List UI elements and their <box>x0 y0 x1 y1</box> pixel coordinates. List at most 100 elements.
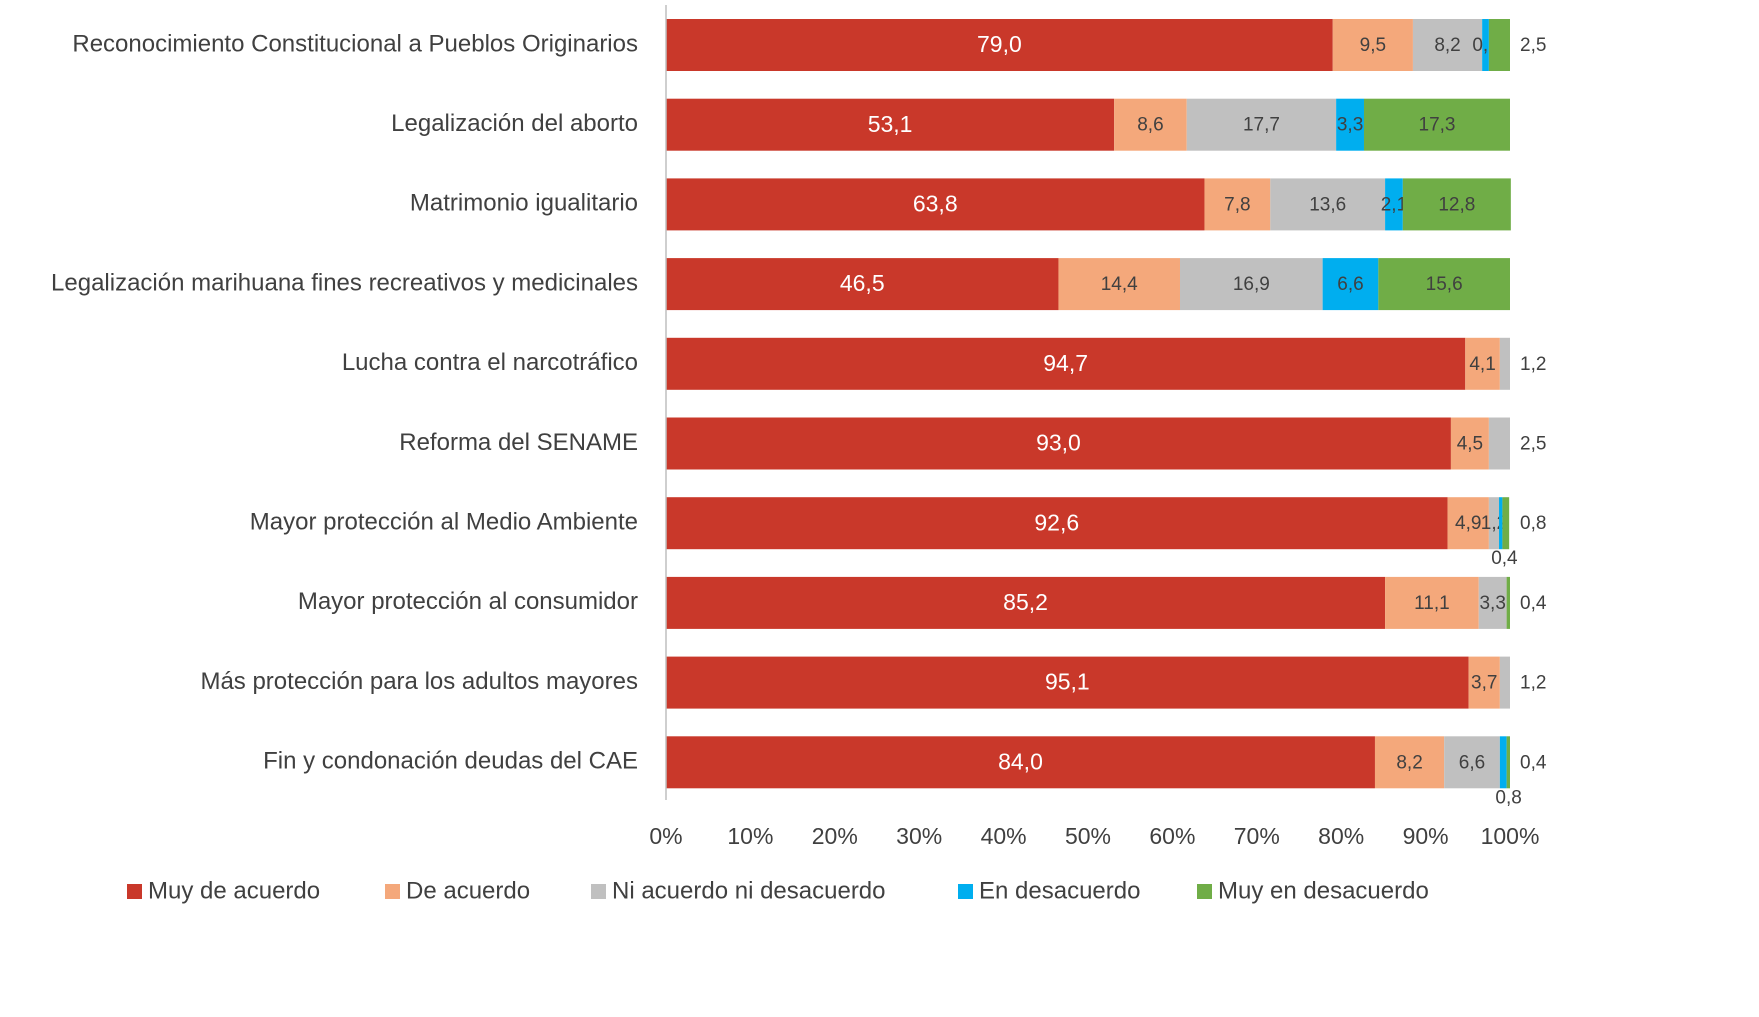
bar-segment <box>1336 98 1364 151</box>
bar-segment <box>666 417 1451 470</box>
x-tick-label: 90% <box>1403 823 1449 849</box>
bar-segment <box>666 258 1059 311</box>
bar-segment <box>1502 497 1510 550</box>
bar-segment <box>1332 19 1413 71</box>
value-label: 92,6 <box>1034 509 1079 535</box>
bar-segment <box>1468 656 1500 709</box>
category-label: Matrimonio igualitario <box>410 190 638 217</box>
value-label: 8,2 <box>1434 35 1460 56</box>
value-label: 94,7 <box>1043 350 1088 376</box>
bar-segment <box>666 98 1115 151</box>
value-label: 0,8 <box>1520 513 1546 534</box>
bar-segment <box>1186 98 1337 151</box>
bar-segment <box>1114 98 1187 151</box>
x-tick-label: 20% <box>812 823 858 849</box>
bar-segment <box>1499 497 1503 550</box>
value-label: 8,2 <box>1396 752 1422 773</box>
x-tick-label: 60% <box>1149 823 1195 849</box>
value-label: 93,0 <box>1036 430 1081 456</box>
bar-segment <box>666 656 1469 709</box>
value-label: 6,6 <box>1459 752 1485 773</box>
value-label: 0,4 <box>1520 593 1547 614</box>
bar-segment <box>1385 178 1403 231</box>
bar-segment <box>1402 178 1511 231</box>
value-label: 16,9 <box>1233 274 1270 295</box>
bar-segment <box>1499 656 1510 709</box>
value-label: 84,0 <box>998 748 1043 774</box>
category-label: Reforma del SENAME <box>399 429 638 456</box>
value-label: 11,1 <box>1414 593 1450 614</box>
x-tick-label: 40% <box>981 823 1027 849</box>
x-tick-label: 80% <box>1318 823 1364 849</box>
x-tick-label: 0% <box>649 823 682 849</box>
bar-segment <box>1488 417 1510 470</box>
value-label: 4,1 <box>1469 354 1495 375</box>
value-label: 4,9 <box>1455 513 1481 534</box>
value-label: 1,2 <box>1520 673 1546 694</box>
bar-segment <box>1179 258 1323 311</box>
x-tick-label: 50% <box>1065 823 1111 849</box>
bar-segment <box>1378 258 1510 311</box>
value-label: 2,5 <box>1520 35 1546 56</box>
category-label: Mayor protección al consumidor <box>298 588 638 615</box>
legend-swatch <box>127 884 142 899</box>
value-label: 7,8 <box>1224 194 1250 215</box>
bar-segment <box>666 736 1375 789</box>
legend-label: Muy de acuerdo <box>148 877 320 904</box>
value-label: 14,4 <box>1101 274 1138 295</box>
bar-segment <box>1506 736 1510 789</box>
bar-segment <box>1270 178 1386 231</box>
value-label: 63,8 <box>913 190 958 216</box>
value-label: 8,6 <box>1137 115 1163 136</box>
category-label: Legalización del aborto <box>391 110 638 137</box>
bar-segment <box>1450 417 1489 470</box>
value-label: 9,5 <box>1360 35 1386 56</box>
category-label: Más protección para los adultos mayores <box>200 668 638 695</box>
legend-swatch <box>385 884 400 899</box>
bar-segment <box>1482 19 1489 71</box>
value-label: 13,6 <box>1309 194 1346 215</box>
value-label: 12,8 <box>1438 194 1475 215</box>
x-tick-label: 100% <box>1481 823 1540 849</box>
legend-swatch <box>1197 884 1212 899</box>
x-tick-label: 30% <box>896 823 942 849</box>
legend-label: Ni acuerdo ni desacuerdo <box>612 877 886 904</box>
value-label: 15,6 <box>1426 274 1463 295</box>
value-label: 2,1 <box>1381 194 1407 215</box>
value-label: 46,5 <box>840 270 885 296</box>
bar-segment <box>1374 736 1445 789</box>
bar-segment <box>1385 576 1479 629</box>
value-label: 17,7 <box>1243 115 1280 136</box>
bar-segment <box>1478 576 1507 629</box>
bar-segment <box>1447 497 1489 550</box>
value-label: 85,2 <box>1003 589 1048 615</box>
bar-segment <box>666 19 1333 71</box>
value-label: 1,2 <box>1520 354 1546 375</box>
bar-segment <box>666 576 1386 629</box>
value-label: 0,4 <box>1491 548 1518 569</box>
value-label: 2,5 <box>1520 434 1546 455</box>
value-label: 0,4 <box>1520 752 1547 773</box>
bar-segment <box>1363 98 1510 151</box>
legend-label: En desacuerdo <box>979 877 1140 904</box>
legend-label: De acuerdo <box>406 877 530 904</box>
category-label: Legalización marihuana fines recreativos… <box>51 269 638 296</box>
value-label: 0,8 <box>1495 787 1521 808</box>
bar-segment <box>1322 258 1379 311</box>
bar-segment <box>1499 736 1507 789</box>
value-label: 95,1 <box>1045 669 1090 695</box>
bar-segment <box>1506 576 1510 629</box>
category-label: Lucha contra el narcotráfico <box>342 349 638 376</box>
bar-segment <box>1444 736 1500 789</box>
legend-swatch <box>958 884 973 899</box>
x-tick-label: 10% <box>727 823 773 849</box>
category-label: Reconocimiento Constitucional a Pueblos … <box>72 30 638 57</box>
value-label: 4,5 <box>1457 434 1483 455</box>
bar-segment <box>1488 497 1500 550</box>
bar-segment <box>666 337 1466 390</box>
category-label: Fin y condonación deudas del CAE <box>263 748 638 775</box>
value-label: 79,0 <box>977 31 1022 57</box>
legend-swatch <box>591 884 606 899</box>
bar-segment <box>1488 19 1510 71</box>
